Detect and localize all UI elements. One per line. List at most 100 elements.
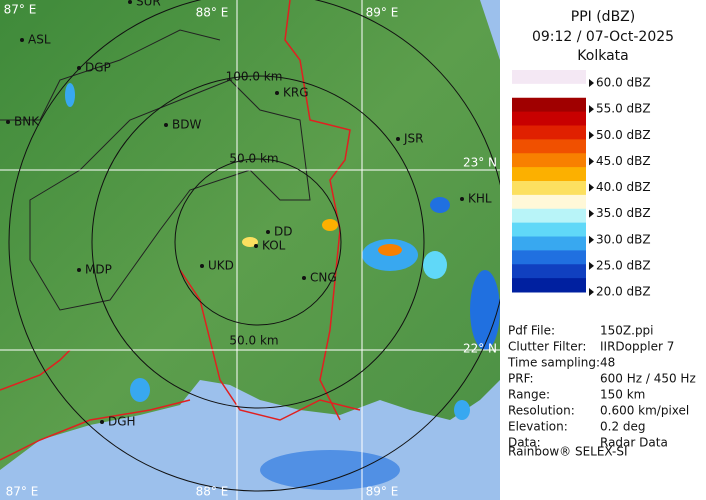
info-value: 48 bbox=[600, 356, 615, 370]
grid-label: 88° E bbox=[196, 485, 229, 499]
grid-label: 23° N bbox=[463, 156, 497, 170]
scale-arrow bbox=[589, 288, 594, 296]
info-value: IIRDoppler 7 bbox=[600, 340, 674, 354]
range-ring bbox=[91, 75, 425, 409]
place-label: JSR bbox=[403, 132, 424, 146]
scale-arrow bbox=[589, 131, 594, 140]
scale-label: 50.0 dBZ bbox=[596, 128, 651, 142]
echoes bbox=[65, 83, 500, 490]
ring-label: 50.0 km bbox=[229, 152, 278, 166]
scale-arrow bbox=[589, 261, 594, 270]
scale-band bbox=[512, 125, 586, 140]
echo bbox=[430, 197, 450, 213]
scale-arrow bbox=[589, 105, 594, 114]
place-dot bbox=[20, 38, 24, 42]
place-dot bbox=[77, 268, 81, 272]
scale-band bbox=[512, 278, 586, 293]
scale-band bbox=[512, 70, 586, 85]
scale-band bbox=[512, 153, 586, 168]
place-dot bbox=[6, 120, 10, 124]
scale-band bbox=[512, 83, 586, 99]
echo bbox=[130, 378, 150, 402]
place-label: DGP bbox=[85, 61, 111, 75]
footer: Rainbow® SELEX-SI bbox=[508, 445, 628, 459]
place-dot bbox=[460, 197, 464, 201]
scale-label: 25.0 dBZ bbox=[596, 258, 651, 272]
scale-band bbox=[512, 181, 586, 196]
info-value: 150Z.ppi bbox=[600, 324, 654, 338]
scale-band bbox=[512, 97, 586, 113]
range-ring bbox=[174, 158, 342, 326]
echo bbox=[242, 237, 258, 247]
place-dot bbox=[77, 66, 81, 70]
place-dot bbox=[100, 420, 104, 424]
info-key: Resolution: bbox=[508, 404, 575, 418]
place-dot bbox=[302, 276, 306, 280]
map-labels: 87° E 88° E 89° E 23° N 22° N 87° E 88° E 89° E… bbox=[4, 0, 497, 499]
place-label: DGH bbox=[108, 415, 136, 429]
info-value: 0.600 km/pixel bbox=[600, 404, 689, 418]
place-label: MDP bbox=[85, 263, 112, 277]
graticule bbox=[0, 0, 500, 500]
echo bbox=[378, 244, 402, 256]
scale-band bbox=[512, 208, 586, 224]
info-key: Clutter Filter: bbox=[508, 340, 586, 354]
grid-label: 87° E bbox=[4, 3, 37, 17]
info-key: Time sampling: bbox=[507, 356, 600, 370]
grid-label: 22° N bbox=[463, 342, 497, 356]
info-value: 0.2 deg bbox=[600, 420, 646, 434]
info-key: Range: bbox=[508, 388, 550, 402]
place-dot bbox=[254, 244, 258, 248]
scale-label: 40.0 dBZ bbox=[596, 180, 651, 194]
color-scale: 60.0 dBZ 55.0 dBZ 50.0 dBZ 45.0 dBZ 40.0 dBZ… bbox=[512, 70, 651, 299]
ring-label: 50.0 km bbox=[229, 334, 278, 348]
place-label: KRG bbox=[283, 86, 309, 100]
station: Kolkata bbox=[577, 48, 628, 64]
place-label: CNG bbox=[310, 271, 337, 285]
place-label: BDW bbox=[172, 118, 201, 132]
scale-band bbox=[512, 111, 586, 126]
echo bbox=[322, 219, 338, 231]
scale-band bbox=[512, 139, 586, 154]
place-dot bbox=[164, 123, 168, 127]
scale-band bbox=[512, 264, 586, 279]
place-label: DD bbox=[274, 225, 292, 239]
grid-label: 89° E bbox=[366, 485, 399, 499]
place-label: SUR bbox=[136, 0, 161, 9]
grid-label: 88° E bbox=[196, 6, 229, 20]
place-dot bbox=[266, 230, 270, 234]
scale-label: 45.0 dBZ bbox=[596, 154, 651, 168]
grid-label: 87° E bbox=[6, 485, 39, 499]
grid-label: 89° E bbox=[366, 6, 399, 20]
scale-band bbox=[512, 222, 586, 237]
scale-arrow bbox=[589, 157, 594, 166]
echo bbox=[470, 270, 500, 350]
info-value: 150 km bbox=[600, 388, 645, 402]
echo bbox=[65, 83, 75, 107]
scale-arrow bbox=[589, 209, 594, 218]
scale-label: 20.0 dBZ bbox=[596, 285, 651, 299]
product-title: PPI (dBZ) bbox=[571, 9, 635, 25]
place-label: ASL bbox=[28, 33, 51, 47]
place-label: UKD bbox=[208, 259, 234, 273]
place-label: BNK bbox=[14, 115, 40, 129]
echo bbox=[454, 400, 470, 420]
place-dot bbox=[200, 264, 204, 268]
borders bbox=[0, 29, 311, 311]
info-key: Pdf File: bbox=[508, 324, 555, 338]
info-value: 600 Hz / 450 Hz bbox=[600, 372, 696, 386]
place-dot bbox=[128, 0, 132, 4]
info-key: Data: bbox=[508, 436, 541, 450]
scale-label: 30.0 dBZ bbox=[596, 232, 651, 246]
info-key: PRF: bbox=[508, 372, 534, 386]
place-label: KHL bbox=[468, 192, 492, 206]
info-key: Elevation: bbox=[508, 420, 568, 434]
ring-label: 100.0 km bbox=[226, 70, 283, 84]
echo bbox=[260, 450, 400, 490]
timestamp: 09:12 / 07-Oct-2025 bbox=[532, 29, 674, 45]
scale-label: 35.0 dBZ bbox=[596, 206, 651, 220]
info-table: Pdf File: 150Z.ppi Clutter Filter: IIRDoppl… bbox=[507, 324, 696, 450]
scale-band bbox=[512, 250, 586, 265]
